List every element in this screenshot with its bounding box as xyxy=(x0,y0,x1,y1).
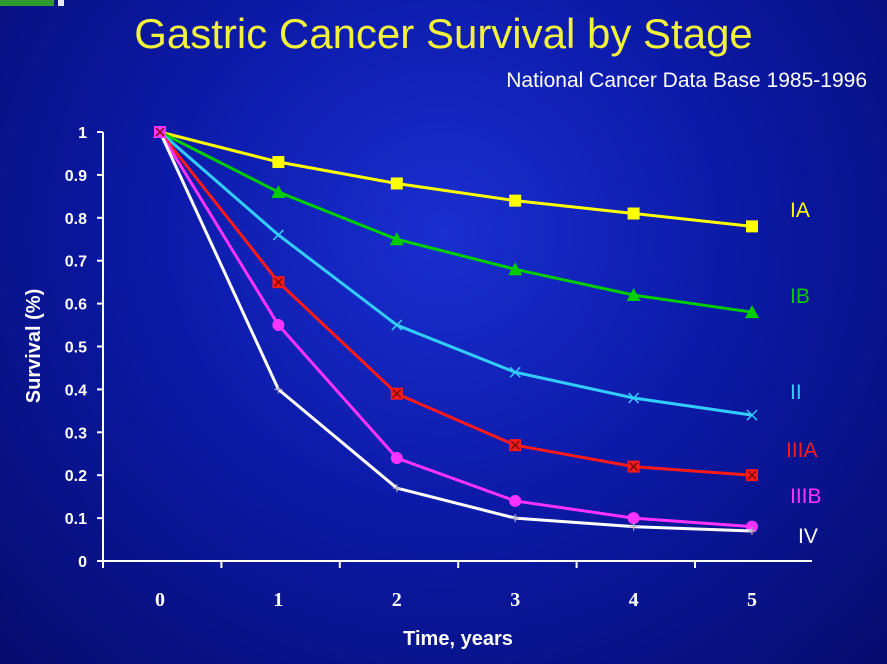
data-point-iiib xyxy=(272,319,285,332)
series-line-iv xyxy=(158,131,753,533)
series-label-iv: IV xyxy=(798,525,818,548)
series-line-ia xyxy=(159,130,753,228)
data-point-iiib xyxy=(390,452,403,465)
data-point-ii xyxy=(509,366,521,378)
data-point-iv xyxy=(511,514,520,523)
data-point-ib xyxy=(389,232,404,246)
data-point-iiia xyxy=(746,469,758,482)
y-tick-label: 0.9 xyxy=(65,168,87,185)
data-point-iv xyxy=(748,526,756,535)
x-tick-label: 2 xyxy=(392,589,402,611)
series-iiib xyxy=(154,126,758,533)
series-label-iiib: IIIB xyxy=(790,485,822,508)
slide-subtitle: National Cancer Data Base 1985-1996 xyxy=(506,69,867,92)
x-tick-label: 0 xyxy=(155,589,165,611)
data-point-iiia xyxy=(272,276,285,289)
slide-title: Gastric Cancer Survival by Stage xyxy=(134,10,753,57)
data-point-ib xyxy=(508,262,523,276)
series-ib xyxy=(153,125,759,319)
data-point-iiia xyxy=(627,460,640,473)
series-ia xyxy=(154,126,758,233)
y-tick-label: 1 xyxy=(78,125,87,142)
y-tick-label: 0.4 xyxy=(65,382,87,399)
series-line-ib xyxy=(159,130,753,314)
y-axis-ticks: 0 0.1 0.2 0.3 0.4 0.5 0.6 0.7 0.8 0.9 1 xyxy=(65,125,103,571)
series-label-ib: IB xyxy=(790,285,810,308)
data-point-ib xyxy=(271,185,286,199)
data-point-iiia xyxy=(509,439,522,452)
y-tick-label: 0.7 xyxy=(65,254,87,271)
chart-series xyxy=(153,125,759,535)
series-label-ii: II xyxy=(790,381,802,404)
data-point-ii xyxy=(272,229,284,241)
series-line-iiib xyxy=(158,131,753,529)
x-tick-label: 3 xyxy=(510,589,520,611)
data-point-ia xyxy=(627,207,640,220)
corner-tab-green xyxy=(0,0,54,6)
x-tick-label: 5 xyxy=(747,589,757,611)
series-label-iiia: IIIA xyxy=(786,439,818,462)
data-point-iiib xyxy=(509,494,522,507)
y-tick-label: 0.2 xyxy=(65,468,87,485)
series-labels: IA IB II IIIA IIIB IV xyxy=(786,199,822,548)
data-point-ia xyxy=(390,177,403,190)
y-tick-label: 0 xyxy=(78,554,87,571)
x-tick-label: 1 xyxy=(273,589,283,611)
data-point-iiia xyxy=(390,387,403,400)
data-point-ia xyxy=(272,156,285,169)
x-tick-label: 4 xyxy=(629,589,639,611)
y-tick-label: 0.1 xyxy=(65,511,87,528)
x-axis-ticks: 0 1 2 3 4 5 xyxy=(102,561,757,611)
series-iv xyxy=(156,128,756,535)
data-point-iiib xyxy=(627,512,640,525)
data-point-ia xyxy=(746,220,758,233)
x-axis-title: Time, years xyxy=(403,628,513,650)
data-point-ia xyxy=(509,194,522,207)
origin-point xyxy=(154,126,166,138)
data-point-ib xyxy=(745,305,759,319)
series-line-iiia xyxy=(158,131,753,477)
y-tick-label: 0.8 xyxy=(65,211,87,228)
data-point-ii xyxy=(628,392,640,404)
y-axis-title: Survival (%) xyxy=(23,289,45,403)
data-point-ii xyxy=(391,319,403,331)
data-point-iv xyxy=(274,385,283,394)
y-tick-label: 0.3 xyxy=(65,425,87,442)
y-tick-label: 0.6 xyxy=(65,297,87,314)
series-iiia xyxy=(154,126,758,482)
y-tick-label: 0.5 xyxy=(65,340,87,357)
corner-tab-white xyxy=(58,0,64,6)
data-point-iv xyxy=(629,522,638,531)
data-point-ib xyxy=(626,288,641,302)
series-label-ia: IA xyxy=(790,199,810,222)
data-point-iv xyxy=(392,484,401,493)
data-point-ii xyxy=(746,409,758,421)
series-line-ii xyxy=(159,130,753,417)
series-ii xyxy=(154,126,758,421)
